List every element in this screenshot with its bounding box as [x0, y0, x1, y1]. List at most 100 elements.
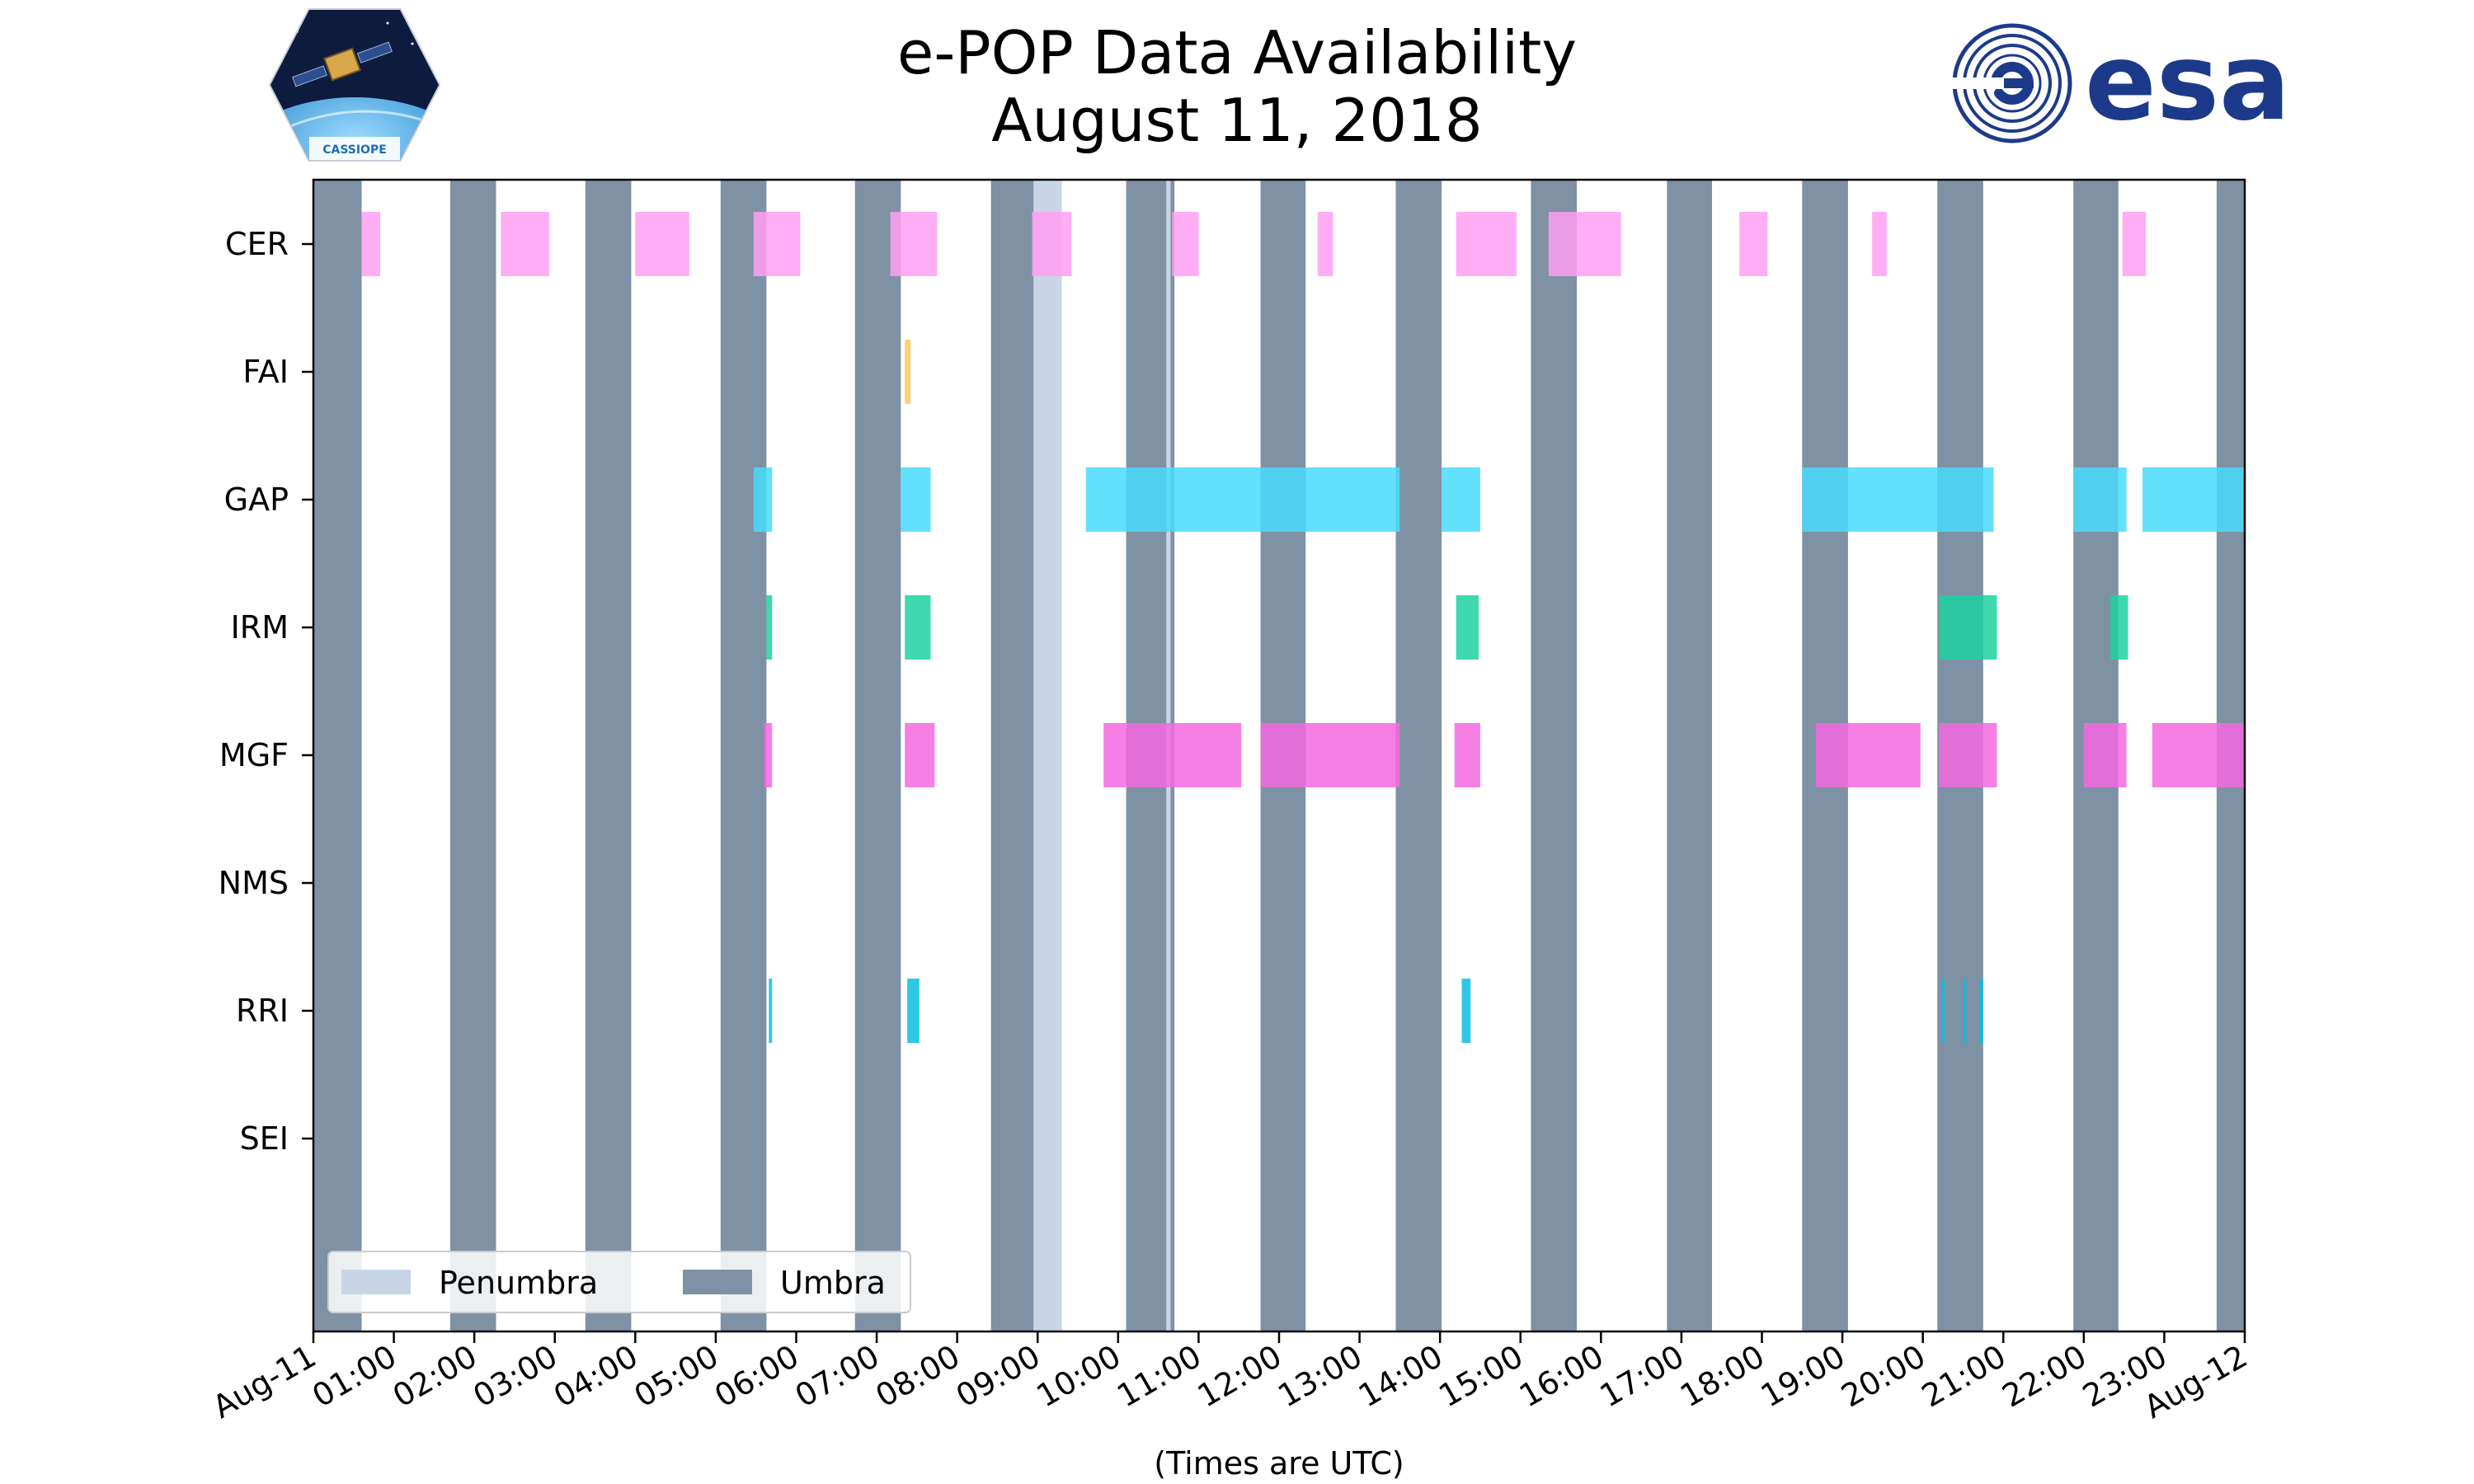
umbra-band [990, 180, 1034, 1331]
y-tick-label-mgf: MGF [219, 737, 289, 773]
availability-bar-gap [901, 467, 931, 532]
availability-bar-mgf [1260, 723, 1400, 787]
availability-bar-irm [766, 595, 773, 660]
x-tick-label: 06:00 [708, 1338, 805, 1415]
availability-bar-mgf [764, 723, 773, 787]
availability-bar-cer [1456, 212, 1517, 276]
x-axis-label: (Times are UTC) [1154, 1445, 1404, 1482]
legend-swatch-umbra [683, 1270, 752, 1294]
x-tick-label: 21:00 [1916, 1338, 2012, 1415]
x-axis: Aug-1101:0002:0003:0004:0005:0006:0007:0… [206, 1331, 2254, 1425]
legend: Penumbra Umbra [327, 1251, 911, 1313]
availability-bar-irm [2110, 595, 2128, 660]
availability-bar-mgf [905, 723, 935, 787]
umbra-band [720, 180, 767, 1331]
cassiope-label: CASSIOPE [322, 143, 387, 157]
x-tick-label: 02:00 [387, 1338, 483, 1415]
x-tick-label: 15:00 [1432, 1338, 1529, 1415]
availability-bar-irm [1939, 595, 1997, 660]
availability-bar-rri [907, 979, 920, 1043]
x-tick-label: 18:00 [1674, 1338, 1771, 1415]
x-tick-label: 13:00 [1272, 1338, 1368, 1415]
umbra-band [854, 180, 901, 1331]
chart-subtitle: August 11, 2018 [991, 86, 1483, 155]
legend-label-penumbra: Penumbra [439, 1265, 598, 1301]
cassiope-logo: CASSIOPE [268, 8, 441, 162]
availability-bar-mgf [1454, 723, 1480, 787]
x-tick-label: Aug-11 [206, 1338, 322, 1425]
umbra-band [449, 180, 496, 1331]
availability-bar-cer [2122, 212, 2146, 276]
legend-box [327, 1251, 911, 1313]
x-tick-label: 03:00 [467, 1338, 563, 1415]
x-tick-label: 07:00 [789, 1338, 886, 1415]
availability-bar-rri [769, 979, 773, 1043]
x-tick-label: 20:00 [1835, 1338, 1931, 1415]
x-tick-label: 04:00 [548, 1338, 644, 1415]
availability-bar-cer [1317, 212, 1333, 276]
chart-title: e-POP Data Availability [897, 18, 1577, 87]
penumbra-band [1033, 180, 1062, 1331]
satellite-icon [292, 41, 393, 87]
availability-bar-rri [1941, 979, 1945, 1043]
umbra-band [1395, 180, 1442, 1331]
x-tick-label: 11:00 [1111, 1338, 1207, 1415]
y-tick-label-fai: FAI [242, 354, 289, 390]
availability-bar-gap [1085, 467, 1400, 532]
availability-bar-rri [1978, 979, 1983, 1043]
umbra-band [585, 180, 632, 1331]
availability-bar-cer [1032, 212, 1072, 276]
availability-bar-cer [361, 212, 380, 276]
esa-logo: esa [1946, 21, 2290, 144]
availability-bar-gap [1442, 467, 1480, 532]
x-tick-label: 22:00 [1996, 1338, 2092, 1415]
availability-bar-cer [753, 212, 801, 276]
availability-bar-rri [1461, 979, 1471, 1043]
availability-bar-cer [501, 212, 549, 276]
umbra-band [1531, 180, 1578, 1331]
x-tick-label: 14:00 [1352, 1338, 1449, 1415]
availability-bar-gap [753, 467, 773, 532]
availability-bar-cer [1872, 212, 1887, 276]
x-tick-label: 12:00 [1192, 1338, 1288, 1415]
x-tick-label: 10:00 [1030, 1338, 1126, 1415]
availability-bar-cer [635, 212, 689, 276]
x-tick-label: 16:00 [1513, 1338, 1610, 1415]
legend-swatch-penumbra [341, 1270, 411, 1294]
y-tick-label-rri: RRI [236, 993, 289, 1029]
availability-bar-cer [1739, 212, 1768, 276]
availability-bar-cer [1172, 212, 1199, 276]
x-tick-label: 01:00 [306, 1338, 402, 1415]
y-tick-label-cer: CER [225, 226, 289, 262]
umbra-band [1667, 180, 1712, 1331]
x-tick-label: 08:00 [869, 1338, 966, 1415]
availability-bar-mgf [2083, 723, 2127, 787]
availability-bar-irm [1456, 595, 1479, 660]
availability-bar-cer [1548, 212, 1621, 276]
x-tick-label: 17:00 [1594, 1338, 1691, 1415]
availability-bar-gap [2073, 467, 2127, 532]
y-tick-label-irm: IRM [231, 609, 289, 646]
availability-bar-mgf [1939, 723, 1997, 787]
availability-bars-layer [361, 212, 2245, 1043]
availability-bar-mgf [2152, 723, 2245, 787]
legend-label-umbra: Umbra [780, 1265, 886, 1301]
availability-bar-cer [890, 212, 938, 276]
y-tick-label-sei: SEI [240, 1120, 289, 1157]
y-tick-label-gap: GAP [224, 481, 289, 518]
availability-bar-rri [1963, 979, 1967, 1043]
availability-bar-gap [1802, 467, 1994, 532]
availability-bar-mgf [1103, 723, 1242, 787]
x-tick-label: 19:00 [1755, 1338, 1851, 1415]
y-tick-label-nms: NMS [219, 865, 289, 901]
y-axis: CER FAI GAP IRM MGF NMS RRI SEI [219, 226, 313, 1157]
availability-bar-fai [905, 340, 911, 404]
availability-bar-gap [2142, 467, 2245, 532]
availability-bar-mgf [1815, 723, 1921, 787]
availability-bar-irm [905, 595, 931, 660]
x-tick-label: 05:00 [628, 1338, 725, 1415]
x-tick-label: 09:00 [950, 1338, 1047, 1415]
esa-wordmark: esa [2085, 21, 2290, 144]
umbra-band [313, 180, 362, 1331]
